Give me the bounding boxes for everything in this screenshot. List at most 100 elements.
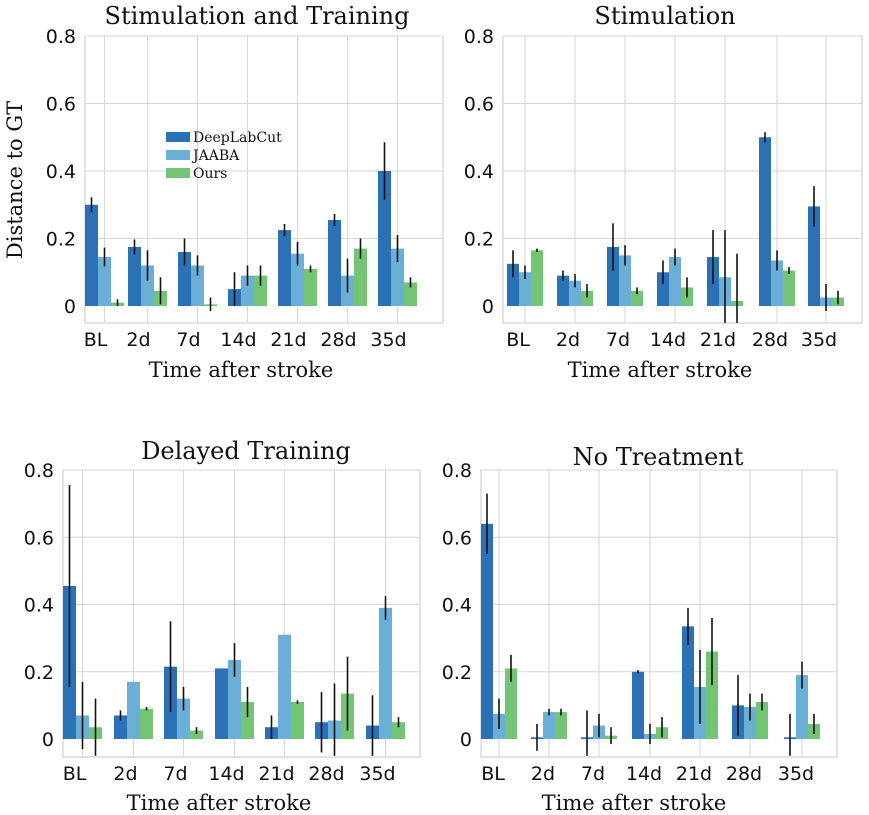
bar-deeplabcut-7d — [178, 252, 191, 306]
bar-jaaba-35d — [391, 248, 404, 306]
y-tick-label: 0.4 — [24, 595, 54, 617]
x-tick-label: BL — [63, 763, 87, 785]
y-tick-label: 0.2 — [464, 229, 494, 251]
legend-swatch-ours — [166, 168, 190, 178]
bar-jaaba-7d — [177, 698, 190, 739]
panel-3: 0 0.2 0.4 0.6 0.8 BL 2d 7d 14d 21d 28d 35d Delayed T… — [24, 437, 421, 815]
bar-ours-2d — [581, 290, 593, 306]
x-tick-label: 21d — [258, 763, 294, 785]
bar-jaaba-bl — [519, 272, 531, 306]
bar-jaaba-2d — [127, 681, 140, 739]
x-tick-label: 35d — [801, 329, 837, 351]
bar-ours-bl — [531, 250, 543, 306]
bar-jaaba-35d — [379, 607, 392, 739]
bar-ours-2d — [140, 708, 153, 739]
y-tick-label: 0.8 — [46, 26, 76, 48]
bar-ours-28d — [783, 270, 795, 306]
y-tick-label: 0.4 — [464, 161, 494, 183]
bar-deeplabcut-14d — [657, 272, 669, 306]
x-tick-label: 21d — [700, 329, 736, 351]
y-tick-label: 0 — [460, 729, 472, 751]
bar-ours-28d — [354, 248, 367, 306]
legend-swatch-deeplabcut — [166, 132, 190, 142]
bar-jaaba-2d — [543, 712, 555, 739]
legend-label: Ours — [193, 166, 227, 182]
x-tick-label: BL — [84, 329, 108, 351]
x-tick-label: 14d — [220, 329, 256, 351]
chart-title: Delayed Training — [141, 437, 351, 465]
x-tick-label: 7d — [581, 763, 605, 785]
bar-jaaba-bl — [98, 257, 111, 306]
bar-deeplabcut-2d — [114, 715, 127, 739]
bar-jaaba-21d — [278, 634, 291, 739]
bar-jaaba-2d — [141, 265, 154, 306]
x-tick-label: BL — [481, 763, 505, 785]
bar-deeplabcut-35d — [378, 171, 391, 306]
bar-jaaba-2d — [569, 280, 581, 306]
legend: DeepLabCut JAABA Ours — [166, 130, 282, 182]
bar-deeplabcut-2d — [557, 275, 569, 306]
y-tick-label: 0.4 — [46, 161, 76, 183]
y-tick-label: 0.4 — [442, 595, 472, 617]
bar-jaaba-14d — [669, 257, 681, 306]
chart-title: No Treatment — [573, 443, 744, 471]
bar-deeplabcut-21d — [278, 230, 291, 306]
bar-ours-28d — [756, 702, 768, 739]
bar-jaaba-28d — [744, 707, 756, 739]
y-tick-label: 0 — [42, 729, 54, 751]
bar-jaaba-35d — [796, 675, 808, 739]
panel-4: 0 0.2 0.4 0.6 0.8 BL 2d 7d 14d 21d 28d 35d No Treatm… — [442, 443, 838, 815]
bar-deeplabcut-bl — [85, 204, 98, 306]
legend-label: DeepLabCut — [193, 130, 282, 146]
x-tick-label: 2d — [113, 763, 137, 785]
legend-label: JAABA — [191, 148, 240, 164]
y-tick-label: 0 — [64, 296, 76, 318]
y-tick-label: 0.6 — [442, 527, 472, 549]
y-tick-label: 0.6 — [464, 94, 494, 116]
y-tick-label: 0.6 — [24, 527, 54, 549]
bar-ours-35d — [392, 722, 405, 739]
chart-title: Stimulation — [594, 2, 735, 30]
x-tick-label: 14d — [626, 763, 662, 785]
bar-deeplabcut-14d — [215, 668, 228, 739]
bar-deeplabcut-14d — [632, 671, 644, 739]
x-tick-label: 28d — [308, 763, 344, 785]
bar-ours-7d — [190, 730, 203, 739]
chart-title: Stimulation and Training — [105, 2, 410, 30]
y-tick-label: 0 — [482, 296, 494, 318]
bar-jaaba-21d — [291, 253, 304, 306]
y-tick-label: 0.6 — [46, 94, 76, 116]
bar-deeplabcut-28d — [328, 219, 341, 306]
x-tick-label: 28d — [320, 329, 356, 351]
x-tick-label: 35d — [778, 763, 814, 785]
bar-deeplabcut-35d — [808, 206, 820, 306]
x-tick-label: 14d — [208, 763, 244, 785]
x-tick-label: 7d — [176, 329, 200, 351]
bar-ours-14d — [254, 275, 267, 306]
bar-jaaba-7d — [619, 255, 631, 306]
x-tick-label: 35d — [370, 329, 406, 351]
y-tick-label: 0.8 — [464, 26, 494, 48]
x-axis-label: Time after stroke — [149, 358, 334, 382]
bar-jaaba-14d — [241, 275, 254, 306]
x-tick-label: 2d — [126, 329, 150, 351]
x-tick-label: 7d — [163, 763, 187, 785]
bar-ours-14d — [241, 702, 254, 739]
x-axis-label: Time after stroke — [568, 358, 753, 382]
bar-deeplabcut-bl — [481, 523, 493, 739]
bar-ours-21d — [291, 702, 304, 739]
bar-ours-7d — [631, 290, 643, 306]
bar-jaaba-14d — [228, 659, 241, 739]
y-tick-label: 0.8 — [442, 460, 472, 482]
y-tick-label: 0.8 — [24, 460, 54, 482]
y-tick-label: 0.2 — [442, 662, 472, 684]
x-axis-label: Time after stroke — [127, 791, 312, 815]
bar-jaaba-7d — [191, 265, 204, 306]
x-tick-label: 28d — [726, 763, 762, 785]
bar-deeplabcut-28d — [759, 137, 771, 306]
y-tick-label: 0.2 — [46, 229, 76, 251]
x-tick-label: 21d — [270, 329, 306, 351]
bar-jaaba-28d — [771, 260, 783, 306]
x-axis-label: Time after stroke — [542, 791, 727, 815]
